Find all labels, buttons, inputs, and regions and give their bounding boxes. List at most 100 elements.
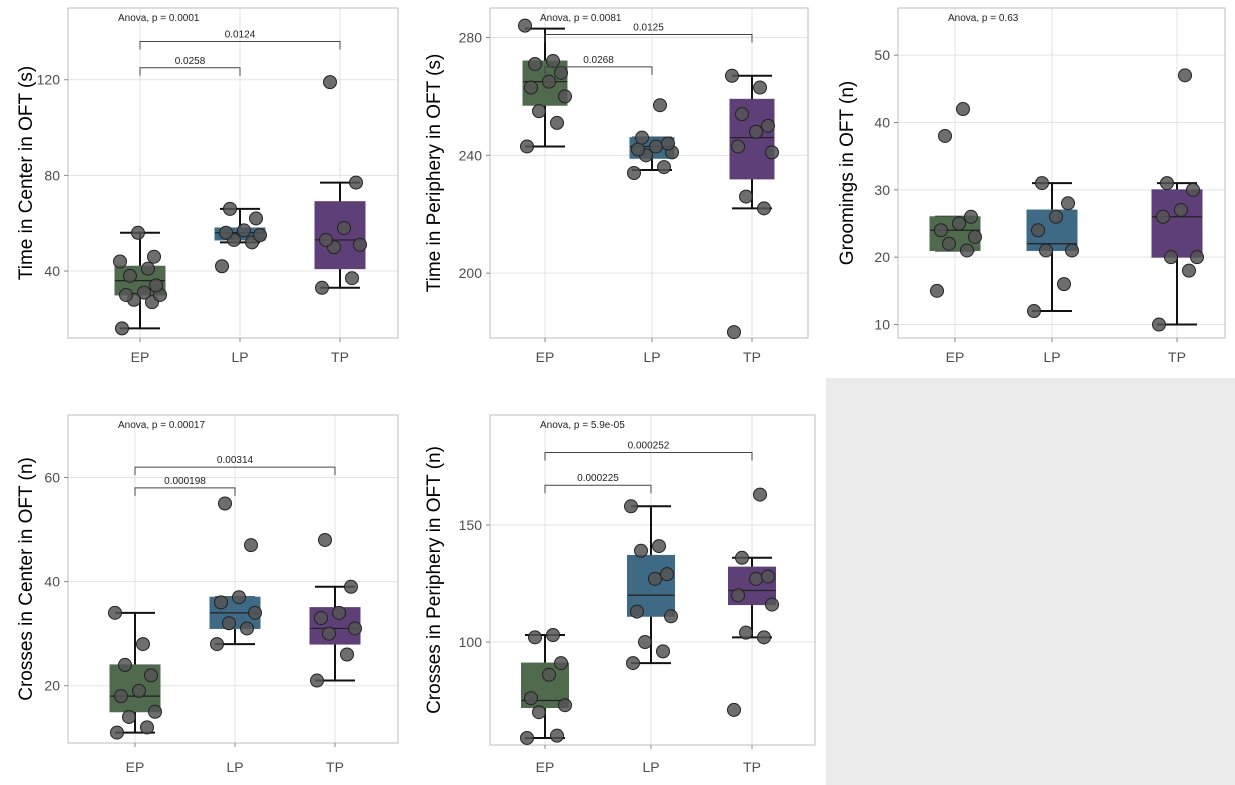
- comparison-bracket: [544, 66, 653, 75]
- x-tick-label: TP: [743, 759, 761, 775]
- data-point: [532, 104, 546, 119]
- x-tick-label: EP: [126, 759, 145, 775]
- data-point: [656, 644, 670, 659]
- data-point: [1178, 68, 1192, 83]
- chart-crosses-in-periphery: 100 150 EP LP TP Crosses in Periphery in OFT …: [410, 395, 825, 785]
- data-point: [1186, 182, 1200, 197]
- data-point: [136, 637, 150, 652]
- data-point: [345, 271, 359, 286]
- data-point: [1049, 209, 1063, 224]
- y-tick-label: 100: [459, 634, 483, 650]
- x-tick-label: TP: [326, 759, 344, 775]
- data-point: [630, 604, 644, 619]
- data-point: [653, 98, 667, 113]
- data-point: [528, 630, 542, 645]
- y-tick-label: 50: [874, 47, 890, 63]
- data-point: [964, 209, 978, 224]
- data-point: [118, 657, 132, 672]
- data-point: [631, 142, 645, 157]
- data-point: [930, 283, 944, 298]
- plot-border: [489, 7, 809, 339]
- y-tick-label: 20: [44, 678, 60, 694]
- data-point: [1039, 243, 1053, 258]
- data-point: [739, 189, 753, 204]
- data-point: [546, 54, 560, 69]
- y-axis-label: Groomings in OFT (n): [837, 81, 858, 265]
- data-point: [749, 124, 763, 139]
- data-point: [1190, 250, 1204, 265]
- data-point: [753, 487, 767, 502]
- data-point: [144, 668, 158, 683]
- y-tick-label: 240: [459, 147, 483, 163]
- comparison-bracket: [134, 466, 336, 476]
- y-tick-label: 20: [874, 249, 890, 265]
- comparison-bracket: [139, 40, 341, 50]
- data-point: [524, 691, 538, 706]
- comparison-p-value: 0.000252: [628, 440, 670, 451]
- y-tick-label: 80: [44, 167, 60, 183]
- data-point: [219, 225, 233, 240]
- data-point: [1027, 304, 1041, 319]
- data-point: [148, 704, 162, 719]
- data-point: [337, 221, 351, 235]
- chart-crosses-in-center: 20 40 60 EP LP TP Crosses in Center in OFT (n)…: [0, 395, 410, 785]
- data-point: [757, 201, 771, 216]
- comparison-bracket: [139, 67, 241, 76]
- comparison-bracket: [544, 34, 753, 43]
- data-point: [528, 56, 542, 71]
- data-point: [1156, 209, 1170, 224]
- data-point: [115, 321, 129, 336]
- anova-label: Anova, p = 0.00017: [118, 420, 205, 431]
- data-point: [1174, 203, 1188, 218]
- data-point: [968, 229, 982, 244]
- data-point: [731, 139, 745, 154]
- y-axis-label: Crosses in Center in OFT (n): [16, 457, 37, 701]
- y-tick-label: 60: [44, 469, 60, 485]
- data-point: [244, 538, 258, 553]
- data-point: [1035, 176, 1049, 191]
- data-point: [1152, 317, 1166, 332]
- data-point: [319, 232, 333, 247]
- chart-groomings-svg: 10 20 30 40 50 EP LP TP Groomings in OFT (n) Anov…: [837, 7, 1226, 365]
- x-tick-label: LP: [1043, 349, 1060, 365]
- data-point: [310, 673, 324, 688]
- anova-label: Anova, p = 0.63: [948, 13, 1019, 24]
- y-tick-label: 30: [874, 182, 890, 198]
- data-point: [520, 139, 534, 154]
- data-point: [113, 254, 127, 269]
- comparison-p-value: 0.00314: [217, 455, 254, 466]
- data-point: [542, 74, 556, 89]
- x-tick-label: LP: [226, 759, 243, 775]
- data-point: [761, 569, 775, 584]
- chart-groomings: 10 20 30 40 50 EP LP TP Groomings in OFT (n) Anov…: [820, 0, 1235, 375]
- box-tp: [729, 98, 775, 180]
- data-point: [349, 175, 363, 190]
- data-point: [757, 630, 771, 645]
- x-tick-label: EP: [946, 349, 965, 365]
- anova-label: Anova, p = 0.0001: [118, 13, 200, 24]
- y-tick-label: 40: [44, 263, 60, 279]
- data-point: [110, 725, 124, 740]
- y-tick-label: 200: [459, 265, 483, 281]
- chart-time-in-center: 40 80 120 EP LP TP Time in Center in OFT (s) 0.…: [0, 0, 410, 375]
- data-point: [554, 656, 568, 671]
- data-point: [624, 499, 638, 514]
- data-point: [725, 68, 739, 83]
- data-point: [765, 145, 779, 160]
- data-point: [318, 532, 332, 547]
- data-point: [550, 728, 564, 743]
- data-point: [140, 720, 154, 735]
- x-tick-label: LP: [643, 349, 660, 365]
- data-point: [661, 136, 675, 151]
- data-point: [315, 280, 329, 295]
- data-point: [223, 201, 237, 216]
- chart-crosses-in-center-svg: 20 40 60 EP LP TP Crosses in Center in OFT (n)…: [16, 414, 399, 775]
- data-point: [108, 605, 122, 620]
- data-point: [731, 588, 745, 603]
- data-point: [727, 702, 741, 717]
- y-tick-label: 40: [44, 574, 60, 590]
- data-point: [149, 278, 163, 293]
- data-point: [518, 18, 532, 33]
- data-point: [322, 626, 336, 641]
- data-point: [942, 236, 956, 251]
